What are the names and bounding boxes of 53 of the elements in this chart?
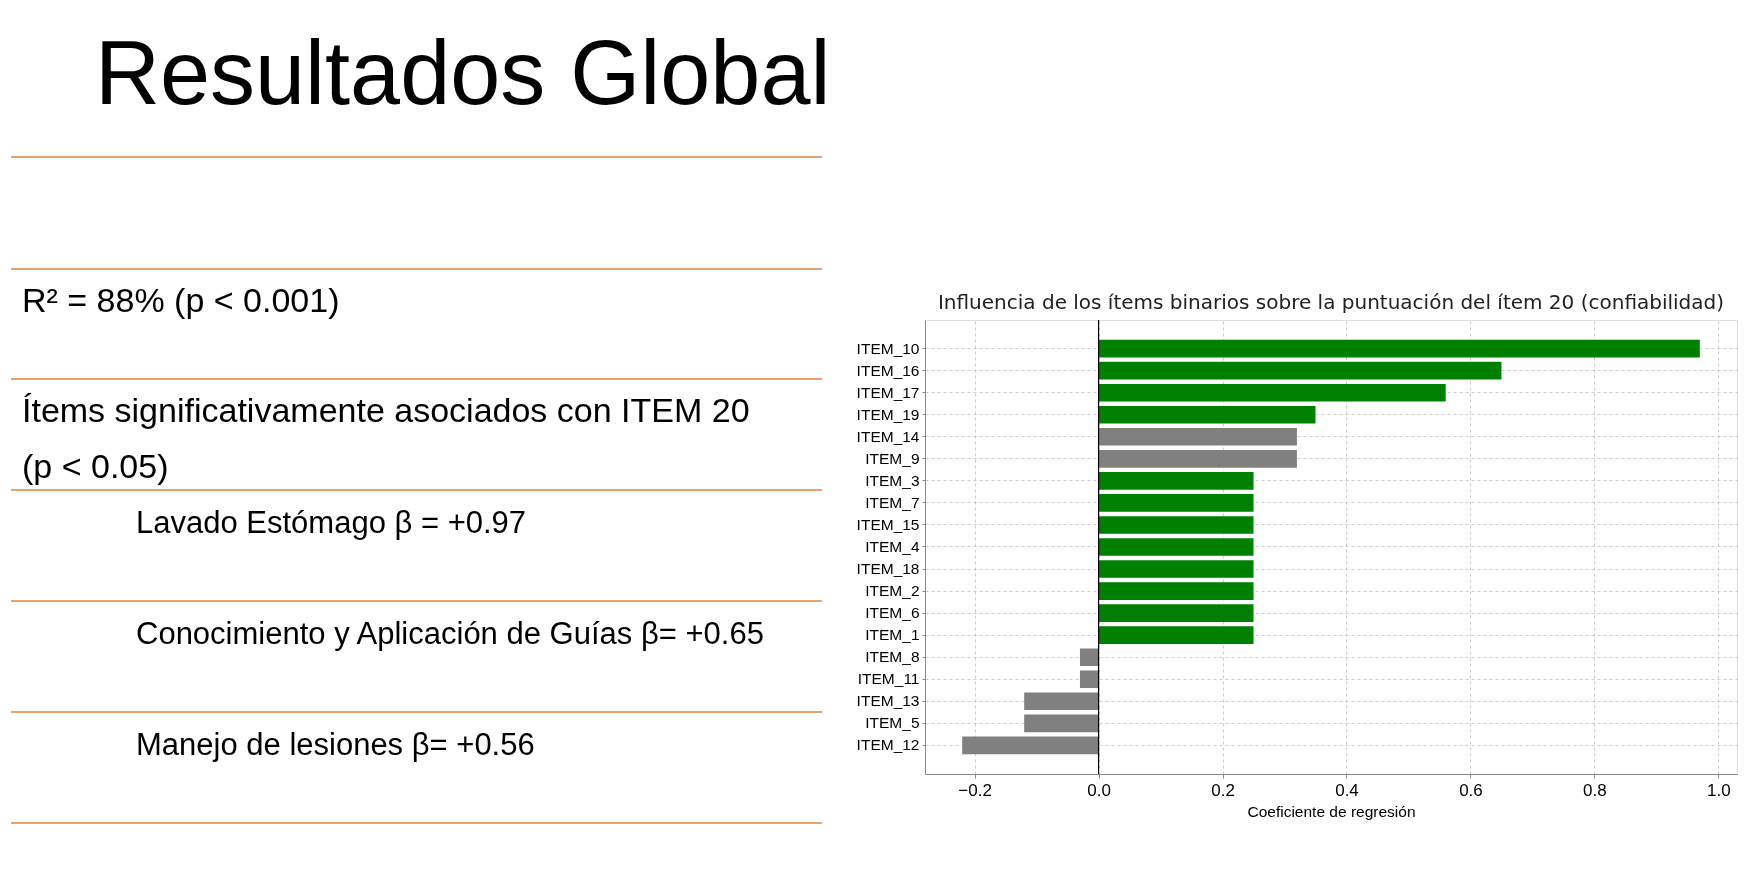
- bar: [962, 736, 1099, 755]
- y-tick-label: ITEM_12: [856, 736, 920, 754]
- x-tick-label: −0.2: [958, 780, 992, 800]
- y-tick-label: ITEM_6: [865, 604, 920, 622]
- bar: [1098, 604, 1254, 622]
- y-tick-label: ITEM_8: [865, 648, 920, 666]
- y-tick-label: ITEM_16: [856, 361, 920, 379]
- x-tick-label: 0.8: [1583, 780, 1607, 800]
- text: Lavado Estómago β = +0.97: [136, 505, 527, 540]
- x-tick-label: 0.0: [1087, 780, 1111, 800]
- x-tick-label: 0.6: [1459, 780, 1483, 800]
- text: Ítems significativamente asociados con ITEM 20 (p < 0.05): [22, 391, 750, 485]
- x-tick-label: 1.0: [1707, 780, 1731, 800]
- y-tick-label: ITEM_9: [865, 449, 920, 467]
- y-tick-label: ITEM_19: [856, 405, 920, 423]
- text: Conocimiento y Aplicación de Guías β= +0.65: [136, 616, 764, 651]
- bar: [1024, 692, 1099, 711]
- bar: [1098, 560, 1254, 578]
- y-tick-label: ITEM_7: [865, 493, 920, 511]
- text: R² = 88% (p < 0.001): [22, 281, 340, 319]
- bar: [1098, 405, 1316, 424]
- y-tick-label: ITEM_18: [856, 560, 920, 578]
- bar: [1098, 516, 1254, 534]
- y-tick-label: ITEM_13: [856, 692, 920, 710]
- y-tick-label: ITEM_3: [865, 471, 920, 489]
- y-tick-label: ITEM_15: [856, 515, 920, 533]
- y-tick-label: ITEM_1: [865, 626, 920, 644]
- y-tick-label: ITEM_4: [865, 538, 920, 555]
- bar: [1098, 427, 1297, 446]
- bar: [1098, 383, 1446, 402]
- y-tick-label: ITEM_17: [856, 383, 920, 401]
- y-tick-label: ITEM_11: [857, 670, 920, 688]
- chart-title: Influencia de los ítems binarios sobre la puntuación del ítem 20 (confiabilidad): [937, 290, 1725, 314]
- x-tick-label: 0.2: [1211, 780, 1235, 800]
- bar: [1098, 472, 1254, 490]
- x-tick-label: 0.4: [1335, 780, 1359, 800]
- bar: [1098, 361, 1502, 380]
- text: Resultados Global: [95, 23, 831, 123]
- text: Manejo de lesiones β= +0.56: [136, 727, 535, 762]
- y-tick-label: ITEM_14: [856, 427, 920, 445]
- x-axis-title: Coeficiente de regresión: [1247, 802, 1416, 820]
- bar: [1024, 714, 1099, 733]
- bar: [1098, 494, 1254, 512]
- bar: [1098, 538, 1254, 556]
- y-tick-label: ITEM_5: [865, 714, 920, 732]
- bar: [1079, 670, 1099, 689]
- bar: [1098, 450, 1297, 468]
- y-tick-label: ITEM_10: [856, 339, 920, 357]
- bar: [1098, 582, 1254, 600]
- bar: [1079, 648, 1099, 667]
- bar: [1098, 339, 1700, 358]
- y-tick-label: ITEM_2: [865, 582, 920, 600]
- bar: [1098, 626, 1254, 644]
